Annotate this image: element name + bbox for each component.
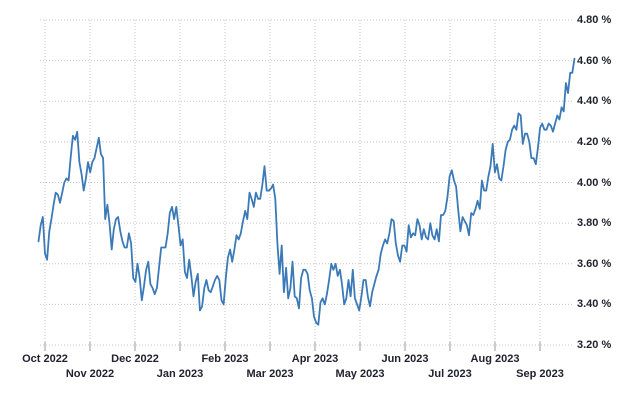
x-axis-label: Dec 2022 [111,353,159,365]
y-axis-label: 3.60 % [577,257,612,270]
y-axis-label: 4.80 % [577,14,612,26]
vertical-gridlines [44,20,541,345]
x-axis-label: Jul 2023 [428,368,472,380]
x-axis-tick-marks [44,342,541,351]
y-axis-label: 3.20 % [577,339,612,351]
x-axis-label: Nov 2022 [65,368,115,380]
yield-line-series [37,57,576,326]
x-axis-label: Aug 2023 [470,353,520,365]
y-axis-label: 4.00 % [577,176,612,189]
y-axis-label: 3.80 % [577,217,612,230]
y-axis-label: 4.20 % [577,135,612,148]
horizontal-gridlines [40,19,572,346]
x-axis-label: Jun 2023 [381,353,429,365]
x-axis-label: Mar 2023 [246,368,294,380]
x-axis-label: Feb 2023 [201,353,249,365]
x-axis-label: Jan 2023 [156,368,204,380]
x-axis-label: May 2023 [335,368,385,380]
x-axis-label: Oct 2022 [22,353,68,365]
y-axis-label: 4.40 % [577,95,612,108]
x-axis-label: Sep 2023 [516,368,564,380]
x-axis-label: Apr 2023 [291,353,339,365]
y-axis-label: 3.40 % [577,298,612,311]
y-axis-label: 4.60 % [577,54,612,67]
